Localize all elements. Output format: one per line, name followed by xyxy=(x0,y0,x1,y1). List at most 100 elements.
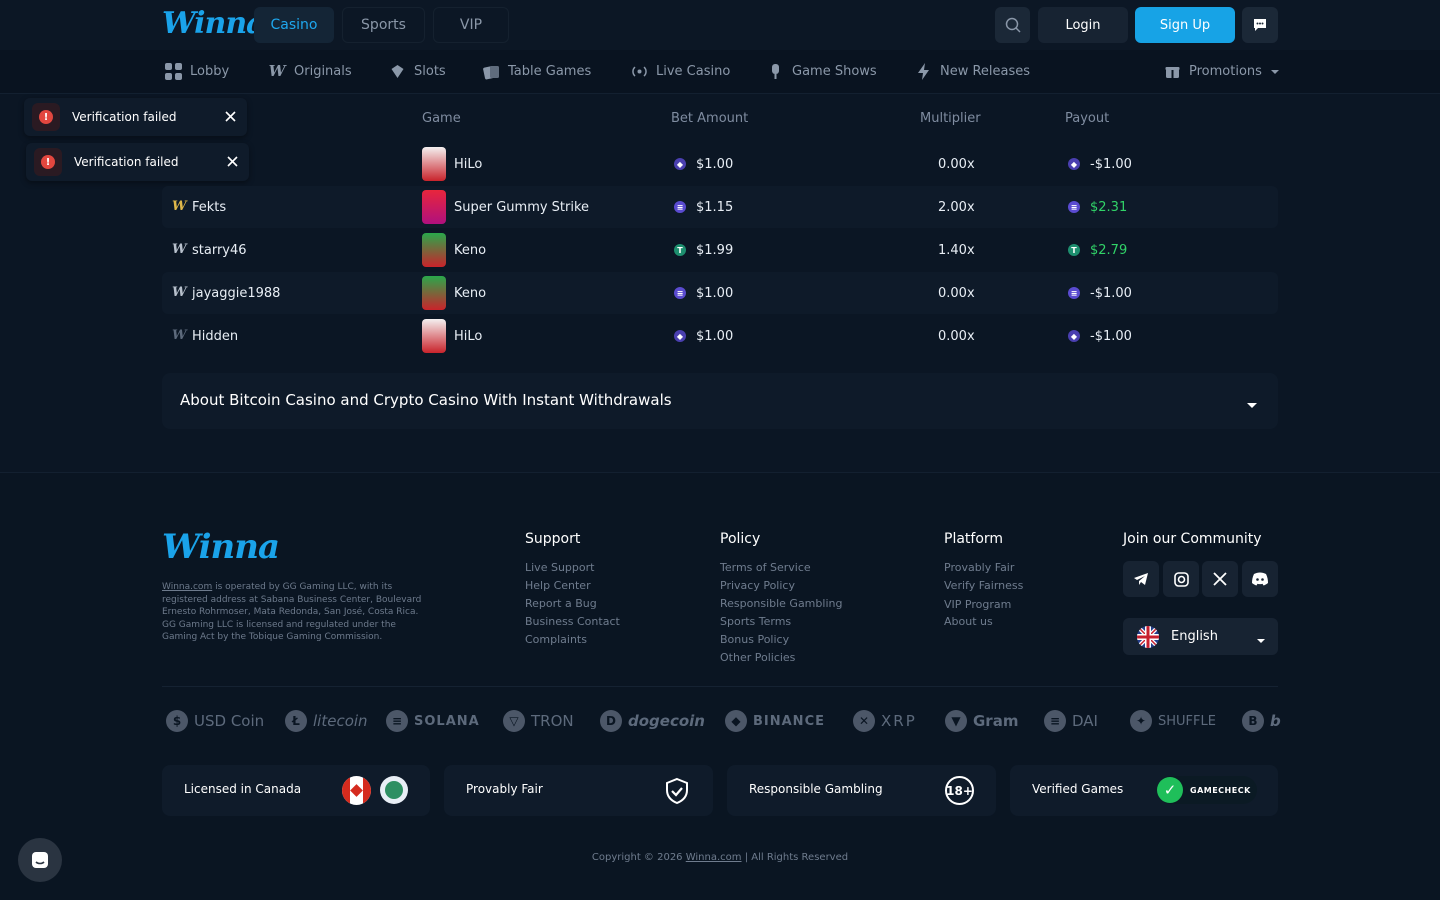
eth-icon: ◆ xyxy=(1068,158,1080,170)
signup-button[interactable]: Sign Up xyxy=(1135,7,1235,43)
username[interactable]: jayaggie1988 xyxy=(192,285,281,301)
support-chat-launcher[interactable] xyxy=(18,838,62,882)
column-header-multiplier: Multiplier xyxy=(920,111,981,126)
column-header-game: Game xyxy=(422,111,461,126)
multiplier: 2.00x xyxy=(938,199,975,215)
sol-icon: ≡ xyxy=(674,201,686,213)
payout: -$1.00 xyxy=(1090,285,1132,301)
instagram-button[interactable] xyxy=(1163,561,1199,597)
game-name[interactable]: Keno xyxy=(454,242,487,258)
game-name[interactable]: Super Gummy Strike xyxy=(454,199,590,215)
link-live-support[interactable]: Live Support xyxy=(525,561,595,574)
link-about-us[interactable]: About us xyxy=(944,615,993,628)
badge-label: Verified Games xyxy=(1032,782,1124,796)
nav-promotions[interactable]: Promotions xyxy=(1163,62,1280,80)
table-row[interactable]: W Fekts Super Gummy Strike ≡ $1.15 2.00x ≡… xyxy=(162,186,1278,228)
column-header-payout: Payout xyxy=(1065,111,1110,126)
sol-icon: ≡ xyxy=(1068,201,1080,213)
bet-amount: $1.00 xyxy=(696,285,734,301)
winna-logo[interactable]: Winna xyxy=(162,6,266,41)
nav-label: Slots xyxy=(414,63,446,79)
tron-logo: ▽ TRON xyxy=(503,710,574,732)
about-accordion[interactable]: About Bitcoin Casino and Crypto Casino W… xyxy=(162,373,1278,429)
login-button[interactable]: Login xyxy=(1038,7,1128,43)
tab-sports[interactable]: Sports xyxy=(342,7,425,43)
badge-licensed-canada[interactable]: Licensed in Canada xyxy=(162,765,430,816)
sol-icon: ≡ xyxy=(674,287,686,299)
winna-link[interactable]: Winna.com xyxy=(685,852,742,863)
tab-vip[interactable]: VIP xyxy=(433,7,509,43)
bet-amount: $1.00 xyxy=(696,156,734,172)
xrp-logo: ✕ XRP xyxy=(853,710,917,732)
user-rank-icon: W xyxy=(172,199,187,214)
telegram-button[interactable] xyxy=(1123,561,1159,597)
discord-icon xyxy=(1252,572,1268,586)
eth-icon: ◆ xyxy=(674,158,686,170)
gummy-strike-thumbnail xyxy=(422,190,446,224)
nav-lobby[interactable]: Lobby xyxy=(164,62,229,80)
close-icon[interactable] xyxy=(221,107,239,125)
eth-icon: ◆ xyxy=(674,330,686,342)
toast-message: Verification failed xyxy=(72,110,177,124)
badge-responsible-gambling[interactable]: Responsible Gambling 18+ xyxy=(727,765,996,816)
language-select[interactable]: English xyxy=(1123,618,1278,655)
link-complaints[interactable]: Complaints xyxy=(525,633,587,646)
x-button[interactable] xyxy=(1202,561,1238,597)
discord-button[interactable] xyxy=(1242,561,1278,597)
link-sports-terms[interactable]: Sports Terms xyxy=(720,615,792,628)
tab-casino[interactable]: Casino xyxy=(254,7,334,43)
link-bonus-policy[interactable]: Bonus Policy xyxy=(720,633,790,646)
nav-game-shows[interactable]: Game Shows xyxy=(766,62,877,80)
link-help-center[interactable]: Help Center xyxy=(525,579,591,592)
link-other-policies[interactable]: Other Policies xyxy=(720,651,796,664)
bet-amount: $1.00 xyxy=(696,328,734,344)
nav-label: Lobby xyxy=(190,63,230,79)
badge-label: Licensed in Canada xyxy=(184,782,302,796)
nav-slots[interactable]: Slots xyxy=(388,62,446,80)
payout: $2.31 xyxy=(1090,199,1128,215)
nav-originals[interactable]: W Originals xyxy=(268,62,352,80)
about-title: About Bitcoin Casino and Crypto Casino W… xyxy=(180,391,672,409)
table-row[interactable]: W Hidden HiLo ◆ $1.00 0.00x ◆ -$1.00 xyxy=(162,315,1278,357)
username[interactable]: starry46 xyxy=(192,242,247,258)
chevron-down-icon xyxy=(1246,395,1258,408)
link-provably-fair[interactable]: Provably Fair xyxy=(944,561,1015,574)
usdt-icon: T xyxy=(1068,244,1080,256)
nav-label: Table Games xyxy=(508,63,592,79)
canada-flag-icon xyxy=(342,776,371,805)
username[interactable]: Hidden xyxy=(192,328,239,344)
link-business-contact[interactable]: Business Contact xyxy=(525,615,620,628)
category-nav: Lobby W Originals Slots Table Games Live… xyxy=(0,50,1440,94)
link-report-bug[interactable]: Report a Bug xyxy=(525,597,597,610)
close-icon[interactable] xyxy=(223,152,241,170)
badge-label: Provably Fair xyxy=(466,782,543,796)
table-row[interactable]: HiLo ◆ $1.00 0.00x ◆ -$1.00 xyxy=(162,143,1278,185)
badge-provably-fair[interactable]: Provably Fair xyxy=(444,765,713,816)
shuffle-logo: ✦ SHUFFLE xyxy=(1130,710,1216,732)
link-privacy[interactable]: Privacy Policy xyxy=(720,579,795,592)
game-name[interactable]: Keno xyxy=(454,285,487,301)
link-terms[interactable]: Terms of Service xyxy=(720,561,811,574)
payout: -$1.00 xyxy=(1090,328,1132,344)
username[interactable]: Fekts xyxy=(192,199,227,215)
nav-new-releases[interactable]: New Releases xyxy=(914,62,1030,80)
nav-table-games[interactable]: Table Games xyxy=(482,62,591,80)
nav-live-casino[interactable]: Live Casino xyxy=(630,62,730,80)
policy-title: Policy xyxy=(720,531,761,547)
winna-link[interactable]: Winna.com xyxy=(162,582,213,592)
nav-label: Promotions xyxy=(1189,63,1262,79)
link-responsible-gambling[interactable]: Responsible Gambling xyxy=(720,597,843,610)
nav-label: Game Shows xyxy=(792,63,877,79)
game-name[interactable]: HiLo xyxy=(454,328,483,344)
link-vip-program[interactable]: VIP Program xyxy=(944,598,1012,611)
badge-verified-games[interactable]: Verified Games ✓ GAMECHECK xyxy=(1010,765,1278,816)
search-button[interactable] xyxy=(995,7,1030,43)
chat-button[interactable] xyxy=(1242,7,1278,43)
footer-logo[interactable]: Winna xyxy=(162,527,280,567)
link-verify-fairness[interactable]: Verify Fairness xyxy=(944,579,1024,592)
game-name[interactable]: HiLo xyxy=(454,156,483,172)
chevron-down-icon xyxy=(1256,633,1266,648)
